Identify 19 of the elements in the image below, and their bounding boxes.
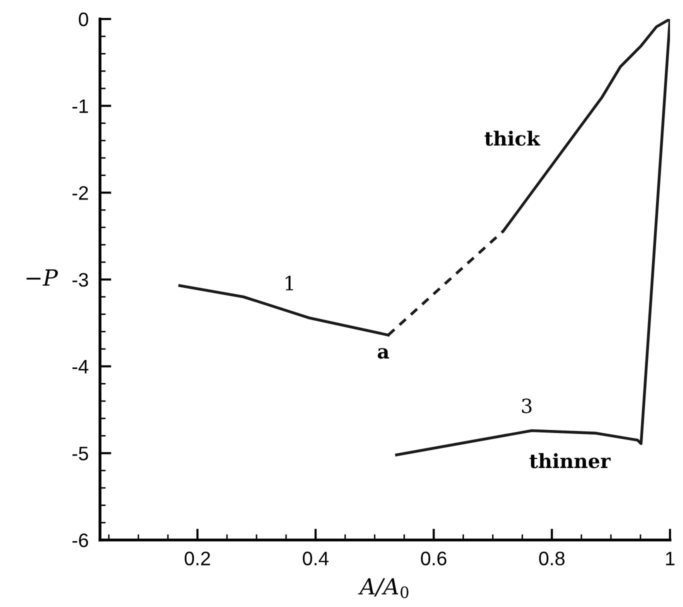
x-axis-title: A/A$_{0}$ [358,578,408,598]
y-tick-label: -2 [72,186,88,200]
annotation: thick [484,130,540,146]
x-tick-label: 1 [666,552,674,566]
y-tick-label: -5 [72,446,88,460]
annotation: thinner [530,453,611,468]
x-tick-label: 0.2 [184,552,210,566]
y-tick-label: -4 [72,360,88,374]
y-axis-title: −P [26,269,58,286]
y-tick-label: -6 [72,533,88,548]
y-tick-label: -1 [72,100,88,113]
y-tick-label: -3 [72,272,88,287]
x-tick-label: 0.8 [539,552,565,566]
annotation: 1 [286,276,293,290]
annotation: 3 [522,398,532,414]
x-tick-label: 0.4 [302,552,329,566]
y-tick-label: 0 [78,12,88,26]
annotation: a [378,348,390,359]
x-tick-label: 0.6 [420,552,446,566]
